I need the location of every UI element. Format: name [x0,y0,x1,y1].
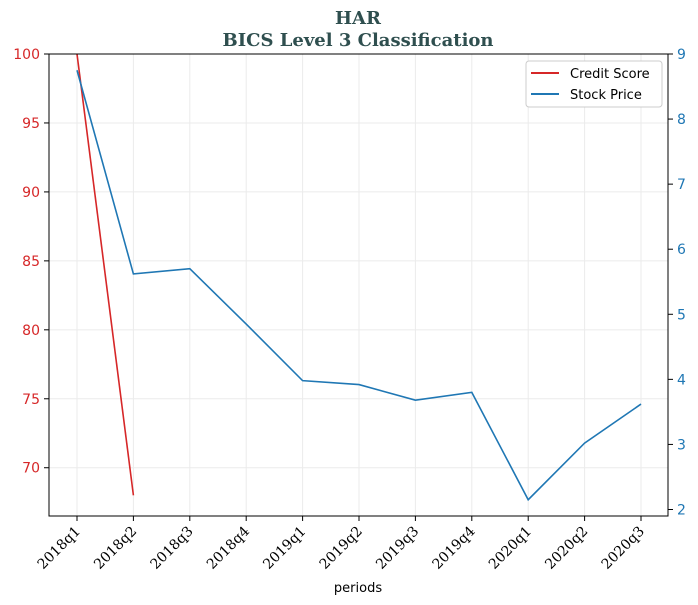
right-tick-label: 2 [677,502,686,518]
series-layer [76,54,642,502]
right-tick-label: 4 [677,372,686,388]
x-tick-label: 2020q1 [486,524,535,573]
x-tick-label: 2019q4 [429,523,478,572]
x-axis: 2018q1 2018q2 2018q3 2018q4 2019q1 2019q2 2019… [35,516,648,573]
right-tick-label: 5 [677,307,686,323]
left-tick-label: 100 [13,47,40,63]
left-tick-label: 85 [22,254,40,270]
credit-score-line [76,54,135,496]
right-tick-label: 3 [677,437,686,453]
stock-price-line [76,70,642,502]
right-tick-label: 9 [677,47,686,63]
legend: Credit Score Stock Price [525,60,663,108]
grid [49,53,668,516]
legend-label-credit-score: Credit Score [570,67,650,82]
x-tick-label: 2020q2 [542,524,591,573]
left-tick-label: 95 [22,116,40,132]
x-tick-label: 2019q1 [260,524,309,573]
x-tick-label: 2020q3 [599,524,648,573]
left-tick-label: 80 [22,323,40,339]
x-axis-label: periods [334,581,382,596]
x-tick-label: 2018q4 [204,523,253,572]
right-tick-label: 6 [677,242,686,258]
right-tick-label: 7 [677,177,686,193]
x-tick-label: 2018q1 [35,524,84,573]
legend-box [525,60,663,108]
x-tick-label: 2018q3 [147,524,196,573]
right-tick-label: 8 [677,112,686,128]
left-tick-label: 90 [22,185,40,201]
left-tick-label: 70 [22,461,40,477]
chart-subtitle: BICS Level 3 Classification [222,30,493,51]
chart-title: HAR [335,8,382,29]
right-axis: 2 3 4 5 6 7 8 9 [668,47,686,518]
x-tick-label: 2019q3 [373,524,422,573]
x-tick-label: 2018q2 [91,524,140,573]
left-tick-label: 75 [22,392,40,408]
legend-label-stock-price: Stock Price [570,88,642,103]
left-axis: 70 75 80 85 90 95 100 [13,47,49,477]
x-tick-label: 2019q2 [317,524,366,573]
